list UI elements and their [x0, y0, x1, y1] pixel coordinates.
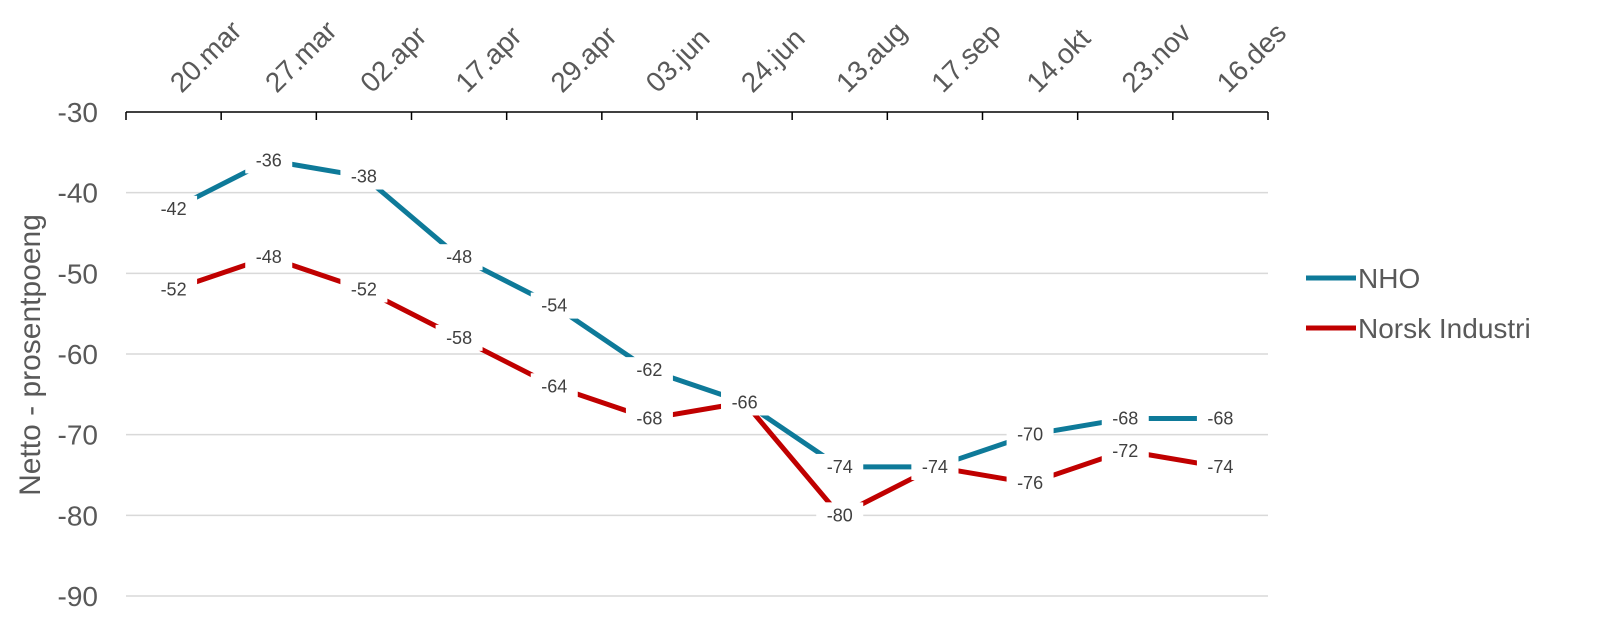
- y-tick-label: -90: [58, 581, 98, 612]
- x-axis-tick-labels: 20.mar 27.mar 02.apr 17.apr 29.apr 03.jun 24.j…: [164, 15, 1292, 99]
- x-tick-label: 17.apr: [449, 20, 527, 98]
- data-label-background: [1006, 421, 1054, 448]
- data-label-text: -74: [922, 457, 948, 477]
- x-tick-label: 14.okt: [1020, 22, 1096, 98]
- x-tick-label: 16.des: [1211, 17, 1292, 98]
- data-label-background: [530, 373, 578, 400]
- data-label: -74: [911, 453, 959, 480]
- data-label-background: [625, 405, 673, 432]
- data-label: -54: [530, 292, 578, 319]
- data-label: -42: [150, 195, 198, 222]
- data-label-text: -72: [1112, 441, 1138, 461]
- y-tick-label: -70: [58, 420, 98, 451]
- y-tick-label: -60: [58, 339, 98, 370]
- x-tick-label: 24.jun: [735, 22, 811, 98]
- data-label: -68: [1196, 405, 1244, 432]
- data-label-text: -70: [1017, 425, 1043, 445]
- data-label: -68: [625, 405, 673, 432]
- data-label: -68: [1101, 405, 1149, 432]
- data-label-background: [435, 324, 483, 351]
- data-label-text: -52: [161, 279, 187, 299]
- x-tick-label: 03.jun: [640, 22, 716, 98]
- data-label-text: -68: [636, 409, 662, 429]
- data-label-text: -62: [636, 360, 662, 380]
- data-label-background: [816, 453, 864, 480]
- data-label-text: -36: [256, 150, 282, 170]
- data-label: -62: [625, 357, 673, 384]
- x-tick-label: 20.mar: [164, 15, 248, 99]
- y-tick-label: -50: [58, 258, 98, 289]
- data-label-text: -58: [446, 328, 472, 348]
- data-labels: -42 -36 -38 -48 -54 -62 -66 -74 -74 -70 -68 -68 -52 -…: [150, 147, 1244, 529]
- data-label-background: [530, 292, 578, 319]
- legend-label: Norsk Industri: [1358, 313, 1531, 344]
- x-tick-label: 27.mar: [259, 15, 343, 99]
- data-label-background: [1196, 405, 1244, 432]
- gridlines: [126, 191, 1268, 597]
- data-label: -80: [816, 502, 864, 529]
- data-label-background: [150, 276, 198, 303]
- data-label-text: -52: [351, 279, 377, 299]
- data-label-background: [625, 357, 673, 384]
- data-label-text: -42: [161, 199, 187, 219]
- x-axis: [125, 111, 1269, 120]
- data-label-background: [721, 389, 769, 416]
- y-axis-tick-labels: -30 -40 -50 -60 -70 -80 -90: [58, 97, 98, 612]
- legend-item: Norsk Industri: [1306, 313, 1531, 344]
- data-label-text: -74: [827, 457, 853, 477]
- data-label-background: [340, 163, 388, 190]
- x-tick-label: 13.aug: [830, 16, 912, 98]
- data-label: -48: [245, 244, 293, 271]
- data-label: -74: [816, 453, 864, 480]
- data-label-background: [245, 244, 293, 271]
- data-label-background: [1006, 470, 1054, 497]
- y-tick-label: -30: [58, 97, 98, 128]
- x-tick-label: 17.sep: [925, 17, 1006, 98]
- data-label-text: -48: [256, 247, 282, 267]
- data-label-text: -74: [1207, 457, 1233, 477]
- data-label-background: [1196, 453, 1244, 480]
- data-label-background: [150, 195, 198, 222]
- data-label: -48: [435, 244, 483, 271]
- y-tick-label: -80: [58, 500, 98, 531]
- data-label: -74: [1196, 453, 1244, 480]
- legend-item: NHO: [1306, 263, 1420, 294]
- data-label-text: -68: [1112, 409, 1138, 429]
- x-tick-label: 02.apr: [354, 20, 432, 98]
- y-axis-title: Netto - prosentpoeng: [14, 214, 47, 496]
- data-label-background: [911, 453, 959, 480]
- series-line: [172, 157, 1221, 470]
- data-label-text: -66: [732, 392, 758, 412]
- x-tick-label: 29.apr: [545, 20, 623, 98]
- data-label-background: [1101, 437, 1149, 464]
- data-label-background: [340, 276, 388, 303]
- data-label-text: -68: [1207, 409, 1233, 429]
- data-label: -58: [435, 324, 483, 351]
- legend-label: NHO: [1358, 263, 1420, 294]
- data-label-text: -64: [541, 376, 567, 396]
- data-label: -52: [340, 276, 388, 303]
- data-label: -64: [530, 373, 578, 400]
- series-lines: [172, 157, 1221, 518]
- data-label-background: [1101, 405, 1149, 432]
- data-label: -76: [1006, 470, 1054, 497]
- data-label-background: [245, 147, 293, 174]
- data-label: -70: [1006, 421, 1054, 448]
- x-tick-label: 23.nov: [1116, 17, 1197, 98]
- data-label-text: -48: [446, 247, 472, 267]
- data-label-text: -76: [1017, 473, 1043, 493]
- y-tick-label: -40: [58, 178, 98, 209]
- data-label: -36: [245, 147, 293, 174]
- data-label: -72: [1101, 437, 1149, 464]
- data-label-text: -54: [541, 296, 567, 316]
- data-label: -66: [721, 389, 769, 416]
- data-label-text: -38: [351, 167, 377, 187]
- data-label-text: -80: [827, 505, 853, 525]
- data-label-background: [435, 244, 483, 271]
- data-label: -38: [340, 163, 388, 190]
- data-label: -52: [150, 276, 198, 303]
- data-label-background: [816, 502, 864, 529]
- legend: NHO Norsk Industri: [1306, 263, 1531, 344]
